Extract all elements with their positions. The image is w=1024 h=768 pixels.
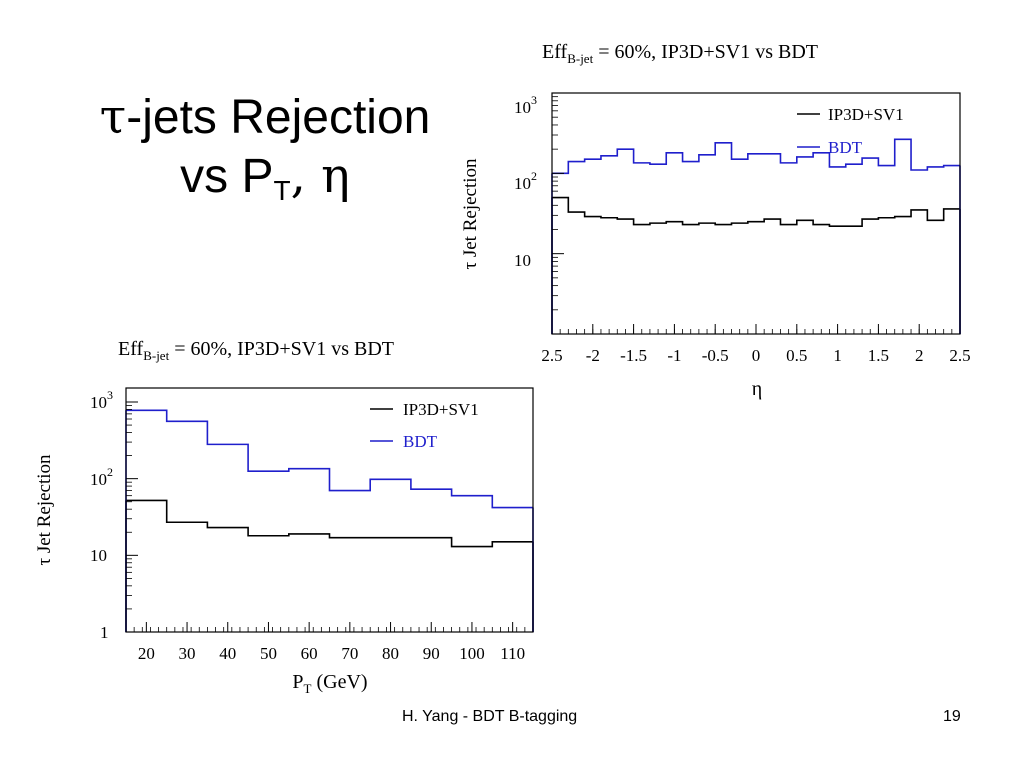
eta-x-axis-label: η [752,378,762,400]
pt-y-tick-labels: 103 102 10 1 [90,388,113,642]
chart1-x-tick-label: 80 [382,644,399,663]
eta-legend-label-ip3d: IP3D+SV1 [828,105,904,124]
slide-title: τ-jets Rejection vs PT, η [40,88,490,206]
chart0-x-tick-label: -1 [667,346,681,365]
chart1-series-bdt-line [126,409,533,509]
pt-legend-label-bdt: BDT [403,432,438,451]
chart1-x-tick-label: 40 [219,644,236,663]
pt-axes [125,401,534,633]
eta-chart-title: EffB-jet = 60%, IP3D+SV1 vs BDT [542,41,818,66]
chart0-x-tick-label: 1 [833,346,842,365]
pt-ytick-label-100: 102 [90,465,113,489]
chart0-x-tick-label: -2 [586,346,600,365]
chart0-x-tick-label: 0.5 [786,346,807,365]
chart0-x-tick-label: 2.5 [949,346,970,365]
eta-ytick-label-100: 102 [514,169,537,193]
footer-caption: H. Yang - BDT B-tagging [402,708,578,725]
chart1-series-ip3d-sv1-line [126,499,533,548]
chart1-x-tick-label: 90 [423,644,440,663]
eta-legend: IP3D+SV1 BDT [797,105,904,157]
eta-ytick-label-10: 10 [514,251,531,270]
chart1-x-tick-label: 100 [459,644,485,663]
chart0-x-tick-label: 2.5 [541,346,562,365]
eta-plot-frame [551,92,961,335]
pt-chart-title: EffB-jet = 60%, IP3D+SV1 vs BDT [118,338,394,363]
slide-title-line2: vs PT, η [180,148,350,206]
pt-x-tick-labels: 20 30 40 50 60 70 80 90 100 110 [138,644,525,663]
chart0-x-tick-label: 0 [752,346,761,365]
slide-title-line1: τ-jets Rejection [99,89,431,145]
pt-legend-label-ip3d: IP3D+SV1 [403,400,479,419]
chart0-x-tick-label: -1.5 [620,346,647,365]
chart0-series-bdt-line [552,138,960,175]
page-number: 19 [943,708,961,725]
eta-chart: EffB-jet = 60%, IP3D+SV1 vs BDT 103 102 … [460,41,971,400]
chart1-x-tick-label: 50 [260,644,277,663]
pt-chart: EffB-jet = 60%, IP3D+SV1 vs BDT 103 102 … [34,338,534,696]
pt-ytick-label-1000: 103 [90,388,113,412]
chart0-x-tick-label: 1.5 [868,346,889,365]
pt-ytick-label-10: 10 [90,546,107,565]
chart0-x-tick-label: 2 [915,346,924,365]
eta-axes [551,92,961,335]
chart1-x-tick-label: 60 [301,644,318,663]
pt-x-axis-label: PT (GeV) [292,671,367,696]
chart0-x-tick-label: -0.5 [702,346,729,365]
eta-plot-area [551,138,961,334]
pt-plot-area [125,409,534,632]
eta-ytick-label-1000: 103 [514,93,537,117]
pt-plot-frame [125,387,534,633]
pt-ytick-label-1: 1 [100,623,109,642]
chart1-x-tick-label: 110 [500,644,525,663]
eta-y-tick-labels: 103 102 10 [514,93,537,270]
chart1-x-tick-label: 20 [138,644,155,663]
chart0-series-ip3d-sv1-line [552,196,960,227]
pt-legend: IP3D+SV1 BDT [370,400,479,451]
eta-legend-label-bdt: BDT [828,138,863,157]
pt-y-axis-label: τ Jet Rejection [34,454,55,566]
chart1-x-tick-label: 70 [341,644,358,663]
eta-x-tick-labels: 2.5 -2 -1.5 -1 -0.5 0 0.5 1 1.5 2 2.5 [541,346,970,365]
chart1-x-tick-label: 30 [179,644,196,663]
eta-y-axis-label: τ Jet Rejection [460,158,481,270]
